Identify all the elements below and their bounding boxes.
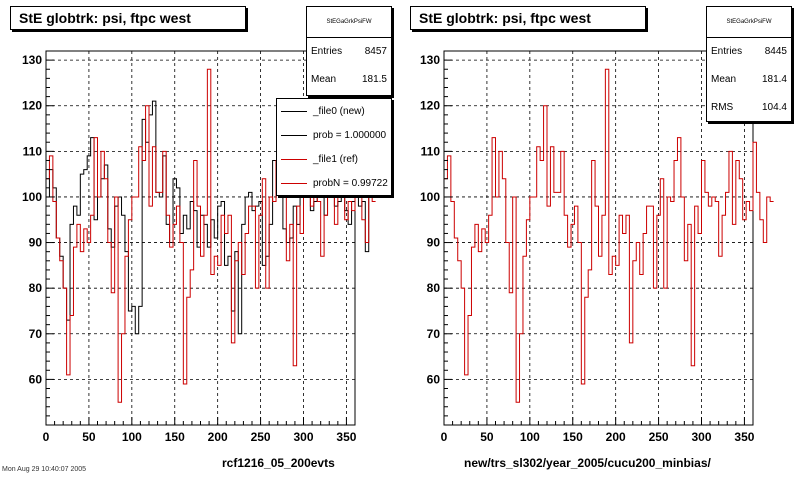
left-series-1 (46, 68, 376, 403)
left-xtick-label-7: 350 (336, 430, 356, 444)
right-xtick-label-1: 50 (480, 430, 494, 444)
left-ytick-label-0: 60 (29, 372, 43, 386)
left-legend: _file0 (new) prob = 1.000000 _file1 (ref… (276, 98, 392, 196)
left-ytick-label-7: 130 (22, 53, 42, 67)
left-chart-title: StE globtrk: psi, ftpc west (10, 6, 246, 30)
left-ytick-label-6: 120 (22, 99, 42, 113)
right-stats-entries: Entries 8445 (711, 46, 787, 57)
right-ytick-label-0: 60 (427, 372, 441, 386)
right-xtick-label-3: 150 (563, 430, 583, 444)
right-xtick-label-4: 200 (606, 430, 626, 444)
right-xtick-label-6: 300 (691, 430, 711, 444)
right-chart-title: StE globtrk: psi, ftpc west (410, 6, 646, 30)
right-xtick-label-5: 250 (649, 430, 669, 444)
left-ytick-label-2: 80 (29, 281, 43, 295)
right-xtick-label-0: 0 (441, 430, 448, 444)
left-ytick-label-1: 70 (29, 327, 43, 341)
footer-date: Mon Aug 29 10:40:07 2005 (2, 466, 87, 473)
left-stats-entries: Entries 8457 (311, 46, 387, 57)
left-ytick-label-5: 110 (23, 144, 43, 158)
right-stats-rms: RMS 104.4 (711, 102, 787, 113)
legend-swatch-file1 (281, 158, 307, 160)
legend-item-file1: _file1 (ref) (277, 147, 391, 171)
right-ytick-label-4: 100 (420, 190, 440, 204)
right-histogram-pad: 0 50 100 150 200 250 300 350 60 70 80 90 100 110 120 13… (400, 0, 800, 480)
legend-item-file0: _file0 (new) (277, 99, 391, 123)
legend-item-prob: prob = 1.000000 (277, 123, 391, 147)
legend-swatch-prob (281, 134, 307, 136)
right-stats-mean: Mean 181.4 (711, 74, 787, 85)
right-ytick-label-6: 120 (420, 99, 440, 113)
right-ytick-label-3: 90 (427, 236, 441, 250)
left-xtick-label-4: 200 (208, 430, 228, 444)
right-ytick-label-1: 70 (427, 327, 441, 341)
legend-swatch-file0 (281, 110, 307, 112)
left-footer-label: rcf1216_05_200evts (222, 456, 335, 470)
left-xtick-label-5: 250 (251, 430, 271, 444)
left-xtick-label-1: 50 (82, 430, 96, 444)
legend-item-probn: probN = 0.99722 (277, 171, 391, 195)
right-footer-label: new/trs_sl302/year_2005/cucu200_minbias/ (464, 456, 711, 470)
right-series-0 (444, 68, 774, 403)
right-stats-name: StEGaGrkPsiFW (707, 7, 791, 38)
left-stats-name: StEGaGrkPsiFW (307, 7, 391, 38)
right-ytick-label-5: 110 (421, 144, 441, 158)
right-xtick-label-2: 100 (520, 430, 540, 444)
left-xtick-label-0: 0 (43, 430, 50, 444)
right-ytick-label-2: 80 (427, 281, 441, 295)
left-ytick-label-4: 100 (22, 190, 42, 204)
left-ytick-label-3: 90 (29, 236, 43, 250)
left-histogram-pad: 0 50 100 150 200 250 300 350 60 70 80 90 100 110 120 13… (10, 6, 392, 470)
right-ytick-label-7: 130 (420, 53, 440, 67)
left-stats-box: StEGaGrkPsiFW Entries 8457 Mean 181.5 (306, 6, 392, 96)
left-stats-mean: Mean 181.5 (311, 74, 387, 85)
right-stats-box: StEGaGrkPsiFW Entries 8445 Mean 181.4 RMS 1… (706, 6, 792, 122)
right-histogram-chart: 0 50 100 150 200 250 300 350 60 70 80 90 100 110 120 13… (420, 50, 774, 444)
left-xtick-label-6: 300 (293, 430, 313, 444)
legend-swatch-probn (281, 182, 307, 184)
left-xtick-label-3: 150 (165, 430, 185, 444)
right-xtick-label-7: 350 (734, 430, 754, 444)
left-xtick-label-2: 100 (122, 430, 142, 444)
